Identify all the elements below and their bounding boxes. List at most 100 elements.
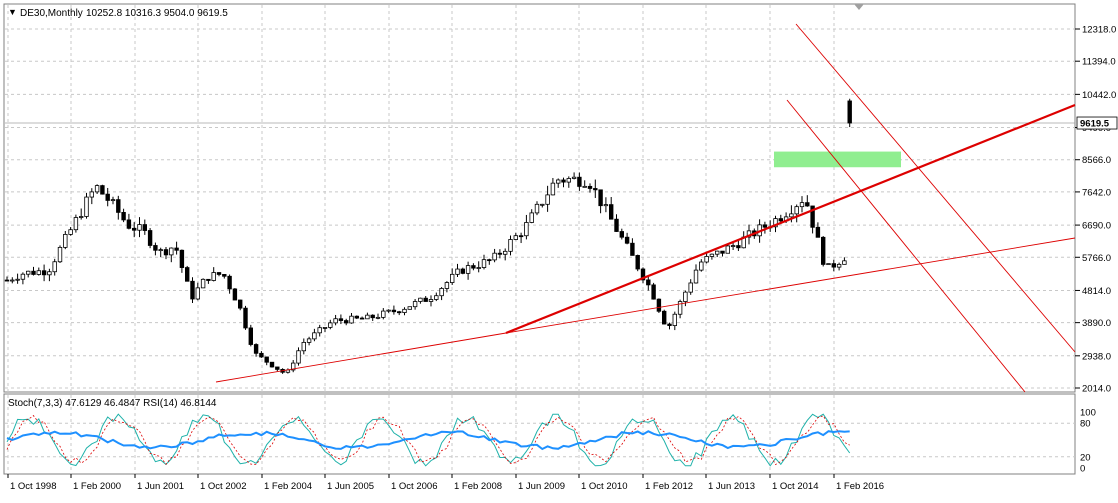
candle-body <box>41 270 47 276</box>
candle-body <box>15 278 20 281</box>
price-tick-label: 4814.0 <box>1082 286 1111 297</box>
price-tick-label: 3890.0 <box>1082 318 1111 329</box>
candle-body <box>683 291 688 302</box>
candle-body <box>375 316 381 319</box>
candle-body <box>471 265 476 269</box>
candle-body <box>762 224 768 228</box>
candle-body <box>227 275 232 290</box>
time-tick-label: 1 Jun 2013 <box>708 481 755 492</box>
current-price-label: 9619.5 <box>1080 119 1110 130</box>
candle-body <box>131 227 137 231</box>
candle-body <box>317 327 322 334</box>
candle-body <box>290 362 296 371</box>
candle-body <box>609 204 614 220</box>
candle-body <box>646 279 651 286</box>
candle-body <box>142 224 147 231</box>
channel-lower-line[interactable] <box>786 99 1026 393</box>
candle-body <box>513 235 518 240</box>
indicator-tick-label: 20 <box>1080 452 1091 463</box>
candle-body <box>333 318 338 324</box>
price-tick-label: 7642.0 <box>1082 187 1111 198</box>
candle-body <box>163 249 169 256</box>
time-axis: 1 Oct 1998 1 Feb 2000 1 Jun 2001 1 Oct 2002… <box>7 474 884 492</box>
candle-body <box>328 322 333 328</box>
candle-body <box>63 234 68 248</box>
time-tick-label: 1 Oct 2002 <box>200 481 246 492</box>
time-tick-label: 1 Feb 2012 <box>645 481 693 492</box>
candle-body <box>789 213 794 218</box>
channel-upper-line[interactable] <box>795 23 1076 353</box>
candle-body <box>259 352 264 358</box>
candle-body <box>810 205 815 228</box>
candle-body <box>508 239 513 252</box>
candle-body <box>725 245 730 254</box>
candle-body <box>121 211 126 221</box>
shift-marker-icon[interactable] <box>854 4 864 10</box>
candle-body <box>476 267 481 269</box>
candle-body <box>396 311 402 314</box>
candle-body <box>524 222 529 237</box>
price-panel[interactable] <box>3 3 1076 393</box>
candle-body <box>534 203 540 214</box>
candle-body <box>715 250 720 255</box>
time-tick-label: 1 Oct 1998 <box>10 481 56 492</box>
candle-body <box>25 270 31 275</box>
candle-body <box>248 327 253 345</box>
candle-body <box>381 310 386 318</box>
candle-body <box>439 288 444 297</box>
candle-body <box>444 282 450 289</box>
candle-body <box>566 178 571 183</box>
price-tick-label: 2938.0 <box>1082 351 1111 362</box>
candle-body <box>4 279 10 282</box>
candle-body <box>253 344 259 354</box>
candle-body <box>699 261 704 271</box>
candle-body <box>582 185 587 188</box>
candle-body <box>322 327 328 329</box>
candle-body <box>153 245 158 251</box>
candle-body <box>296 350 301 364</box>
candle-body <box>20 273 26 280</box>
candle-body <box>577 176 582 187</box>
trendline-long-term[interactable] <box>505 237 1076 334</box>
time-tick-label: 1 Oct 2006 <box>391 481 437 492</box>
candle-body <box>116 199 121 213</box>
candle-body <box>587 185 593 189</box>
price-tick-label: 5766.0 <box>1082 253 1111 264</box>
time-tick-label: 1 Jun 2005 <box>327 481 374 492</box>
candle-body <box>624 236 630 244</box>
trendlines[interactable] <box>215 23 1076 393</box>
trendline-long-term[interactable] <box>215 332 507 383</box>
candle-body <box>826 263 831 266</box>
candle-body <box>386 309 391 312</box>
support-zone[interactable] <box>774 151 901 168</box>
price-tick-label: 6690.0 <box>1082 221 1111 232</box>
candle-body <box>778 218 783 222</box>
candle-body <box>100 185 105 195</box>
candle-body <box>269 361 275 368</box>
stochastic-main-line <box>6 413 851 467</box>
candle-body <box>423 297 428 302</box>
indicator-tick-label: 100 <box>1080 408 1096 419</box>
indicator-tick-label: 80 <box>1080 419 1091 430</box>
candle-body <box>174 247 179 251</box>
candle-body <box>540 203 545 206</box>
candle-body <box>550 182 556 196</box>
candle-body <box>428 299 434 302</box>
time-tick-label: 1 Jun 2009 <box>518 481 565 492</box>
trendline-major-support[interactable] <box>505 103 1076 335</box>
candle-body <box>222 274 227 277</box>
time-tick-label: 1 Oct 2014 <box>772 481 818 492</box>
candle-body <box>736 245 741 249</box>
time-tick-label: 1 Jun 2001 <box>137 481 184 492</box>
candle-body <box>434 295 439 300</box>
candle-body <box>306 338 312 343</box>
chart-menu-icon[interactable]: ▼ <box>8 7 17 17</box>
price-tick-label: 12318.0 <box>1082 25 1116 36</box>
candle-body <box>662 310 667 325</box>
candle-body <box>343 320 349 324</box>
candle-body <box>556 179 561 184</box>
candle-body <box>720 250 725 254</box>
candle-body <box>354 315 359 319</box>
